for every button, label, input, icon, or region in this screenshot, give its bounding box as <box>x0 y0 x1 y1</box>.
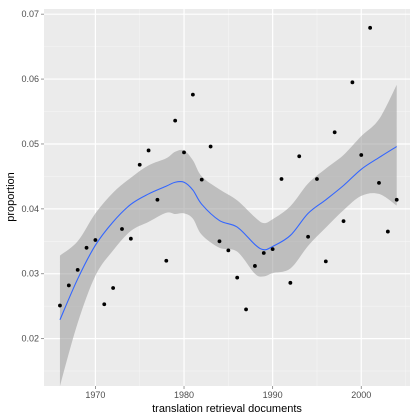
y-tick-label: 0.02 <box>21 334 39 344</box>
y-axis-ticks: 0.02 0.03 0.04 0.05 0.06 0.07 <box>21 9 44 344</box>
y-tick-label: 0.03 <box>21 269 39 279</box>
data-point <box>341 219 346 224</box>
data-point <box>359 153 364 157</box>
data-point <box>164 258 169 263</box>
data-point <box>332 130 337 135</box>
data-point <box>270 247 275 251</box>
data-point <box>226 248 231 253</box>
x-tick-label: 1980 <box>174 390 194 400</box>
data-point <box>137 162 142 167</box>
data-point <box>244 307 248 312</box>
data-point <box>394 197 399 202</box>
data-point <box>199 177 204 182</box>
smooth-line <box>59 146 398 321</box>
data-point <box>93 238 98 242</box>
major-gridlines <box>44 9 410 386</box>
data-point <box>58 303 62 308</box>
data-point <box>182 150 186 155</box>
confidence-band <box>59 84 397 387</box>
data-point <box>128 236 133 241</box>
data-point <box>66 283 71 288</box>
data-point <box>111 286 116 290</box>
data-point <box>377 181 381 185</box>
data-point <box>350 80 355 85</box>
data-point <box>190 92 195 97</box>
y-tick-label: 0.06 <box>21 74 39 84</box>
data-point <box>75 267 80 272</box>
data-point <box>297 154 302 159</box>
data-point <box>253 264 257 268</box>
data-points <box>58 25 399 312</box>
data-point <box>315 177 319 181</box>
x-axis-title: translation retrieval documents <box>152 403 302 415</box>
y-tick-label: 0.04 <box>21 204 39 214</box>
data-point <box>261 251 266 255</box>
data-point <box>120 227 124 231</box>
data-point <box>323 259 328 264</box>
x-tick-label: 1970 <box>85 390 105 400</box>
data-point <box>235 275 240 280</box>
x-axis-ticks: 1970 1980 1990 2000 <box>85 386 371 400</box>
data-point <box>306 234 310 239</box>
y-tick-label: 0.07 <box>21 9 39 19</box>
data-point <box>84 245 89 250</box>
data-point <box>208 144 213 149</box>
data-point <box>173 118 178 123</box>
x-tick-label: 1990 <box>263 390 283 400</box>
data-point <box>279 177 284 181</box>
y-axis-title: proportion <box>5 172 17 222</box>
data-point <box>288 280 293 285</box>
data-point <box>217 239 222 244</box>
data-point <box>102 302 107 307</box>
x-tick-label: 2000 <box>351 390 371 400</box>
y-tick-label: 0.05 <box>21 139 39 149</box>
data-point <box>146 148 151 153</box>
data-point <box>155 197 160 202</box>
data-point <box>368 25 373 30</box>
data-point <box>385 229 390 234</box>
